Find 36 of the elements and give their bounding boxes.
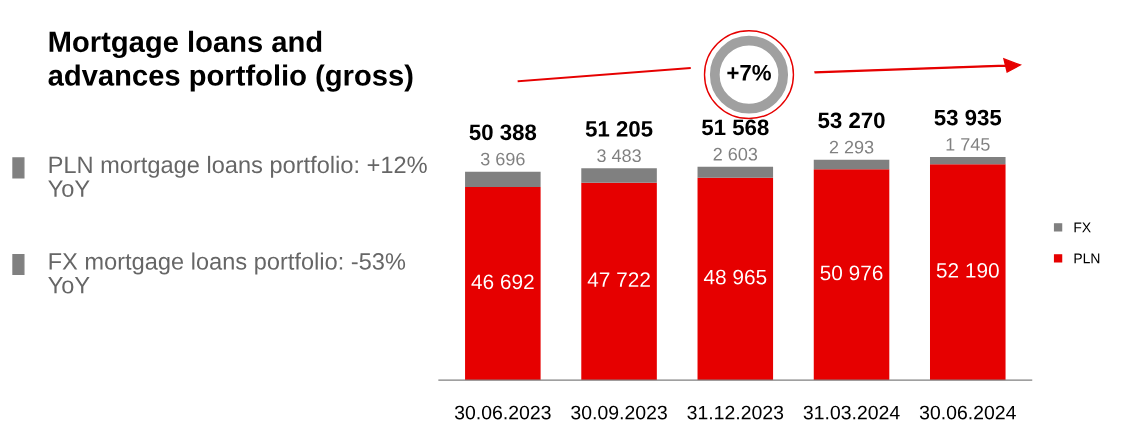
- data-label: 1 745: [946, 138, 990, 151]
- chart-title: Mortgage loans and advances portfolio (gross): [48, 30, 413, 92]
- bar: [465, 187, 541, 381]
- data-label: 3 483: [597, 149, 641, 163]
- total-label: 51 205: [585, 121, 653, 137]
- data-label: 48 965: [703, 269, 767, 285]
- bar: [929, 164, 1006, 381]
- bar: [697, 166, 774, 178]
- data-label: 47 722: [587, 272, 650, 287]
- data-label: 52 190: [936, 263, 999, 278]
- x-tick-label: 30.06.2024: [919, 405, 1016, 420]
- data-label: 50 976: [820, 265, 883, 281]
- total-label: 53 270: [818, 112, 885, 129]
- text: PLN mortgage loans portfolio: +12% YoY: [48, 155, 427, 197]
- text: +7%: [727, 64, 771, 81]
- bar: [813, 159, 890, 170]
- data-label: 2 293: [829, 140, 874, 154]
- bar: [465, 171, 541, 188]
- data-label: 46 692: [471, 274, 534, 290]
- bar: [929, 157, 1006, 165]
- legend-label: FX: [1074, 222, 1091, 233]
- x-tick-label: 30.06.2023: [454, 405, 551, 420]
- x-tick-label: 31.03.2024: [803, 405, 900, 420]
- bar: [697, 177, 774, 381]
- data-label: 2 603: [713, 147, 758, 161]
- bar: [581, 168, 657, 183]
- total-label: 50 388: [469, 124, 537, 141]
- x-tick-label: 30.09.2023: [571, 405, 667, 420]
- total-label: 51 568: [702, 119, 769, 136]
- data-label: 3 696: [480, 152, 525, 166]
- legend-label: PLN: [1074, 253, 1100, 264]
- bar: [581, 182, 657, 381]
- text: FX mortgage loans portfolio: -53% YoY: [48, 252, 406, 294]
- x-tick-label: 31.12.2023: [687, 405, 784, 420]
- total-label: 53 935: [934, 109, 1002, 126]
- bar: [813, 169, 890, 381]
